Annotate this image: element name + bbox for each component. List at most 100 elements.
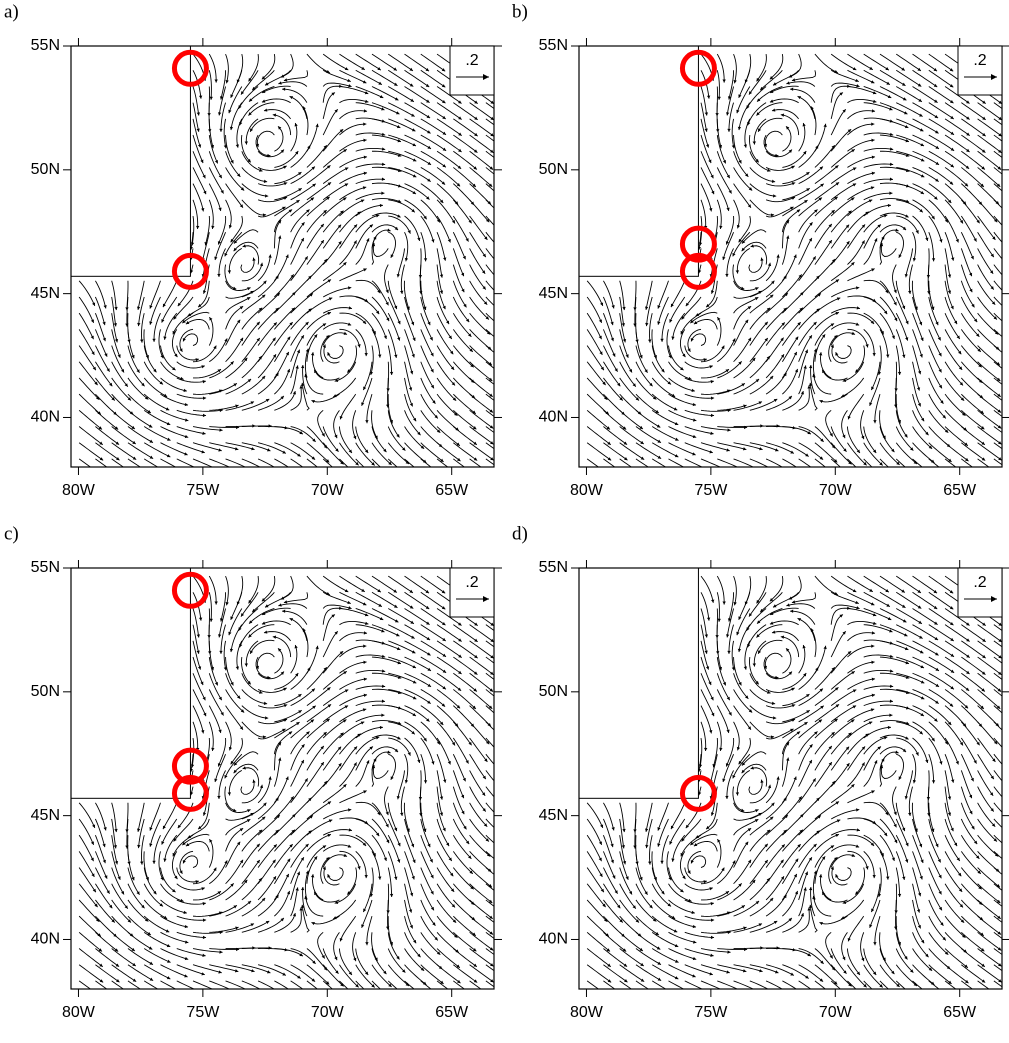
arrowhead — [343, 149, 347, 153]
streamline — [404, 86, 430, 103]
arrowhead — [886, 354, 890, 358]
marker-circle — [679, 225, 717, 263]
arrowhead — [116, 457, 120, 461]
streamline — [362, 361, 373, 391]
streamline — [469, 867, 493, 888]
streamline — [436, 640, 462, 658]
streamline — [896, 150, 925, 162]
streamline — [420, 591, 446, 610]
arrowhead — [710, 953, 714, 957]
streamline — [371, 458, 382, 467]
arrowhead — [506, 377, 509, 380]
streamline — [847, 199, 873, 217]
streamline — [690, 311, 718, 324]
arrowhead — [434, 937, 438, 941]
arrowhead — [474, 100, 478, 104]
streamline — [993, 426, 1002, 434]
arrowhead — [465, 238, 469, 242]
arrowhead — [364, 449, 369, 453]
streamline — [690, 333, 707, 346]
streamline — [387, 296, 401, 325]
streamline — [753, 118, 767, 145]
arrowhead — [202, 812, 207, 816]
streamline — [798, 644, 806, 674]
streamline — [733, 802, 759, 813]
arrowhead — [977, 870, 981, 874]
streamline — [684, 442, 713, 454]
streamline — [782, 254, 797, 282]
arrowhead — [769, 611, 774, 615]
streamline — [749, 673, 771, 694]
arrowhead — [942, 415, 946, 419]
arrowhead — [959, 904, 964, 908]
arrowhead — [209, 618, 213, 622]
arrowhead — [920, 143, 924, 147]
streamline — [241, 897, 266, 917]
streamline — [586, 296, 603, 324]
streamline — [847, 762, 865, 787]
streamline — [355, 238, 370, 265]
streamline — [452, 883, 475, 906]
arrowhead — [294, 645, 298, 649]
streamline — [209, 338, 228, 363]
arrowhead — [165, 929, 170, 933]
streamline — [485, 753, 494, 765]
streamline — [274, 187, 302, 201]
arrowhead — [894, 404, 898, 408]
arrowhead — [224, 252, 228, 257]
streamline — [274, 693, 302, 707]
streamline — [322, 85, 343, 103]
streamline — [928, 915, 947, 941]
streamline — [485, 280, 494, 291]
streamline — [355, 851, 367, 879]
arrowhead — [949, 68, 954, 72]
masked-region — [578, 567, 699, 799]
arrowhead — [856, 306, 860, 310]
streamline — [485, 867, 494, 875]
streamline — [339, 721, 365, 739]
streamline — [814, 801, 840, 820]
streamline — [404, 313, 416, 342]
arrowhead — [747, 643, 751, 648]
streamline — [306, 856, 318, 884]
streamline — [717, 964, 747, 973]
streamline — [928, 705, 952, 726]
arrowhead — [919, 650, 924, 654]
arrowhead — [780, 859, 784, 864]
streamline — [814, 731, 835, 755]
arrowhead — [162, 825, 166, 830]
streamline — [687, 850, 702, 875]
streamline — [741, 241, 767, 252]
arrowhead — [344, 589, 349, 593]
arrowhead — [935, 667, 939, 671]
arrowhead — [790, 87, 794, 91]
streamline — [274, 776, 289, 804]
streamline — [635, 899, 657, 922]
streamline — [726, 248, 734, 278]
streamline — [993, 802, 1002, 813]
streamline — [912, 86, 938, 103]
streamline — [164, 312, 178, 340]
streamline — [741, 229, 767, 244]
streamline — [863, 224, 882, 249]
streamline — [619, 426, 645, 445]
streamline — [619, 296, 625, 327]
arrowhead — [835, 352, 839, 356]
arrowhead — [507, 133, 510, 136]
arrowhead — [959, 220, 963, 224]
arrowhead — [426, 621, 430, 625]
streamline — [420, 313, 434, 341]
arrowhead — [295, 673, 299, 677]
streamline — [716, 151, 731, 179]
streamline — [220, 592, 227, 622]
arrowhead — [895, 228, 899, 232]
arrowhead — [400, 290, 404, 294]
streamline — [733, 319, 749, 346]
streamline — [323, 344, 340, 364]
arrowhead — [806, 172, 810, 176]
streamline — [306, 833, 332, 852]
arrowhead — [944, 951, 949, 955]
arrowhead — [331, 614, 335, 618]
arrowhead — [836, 819, 841, 823]
